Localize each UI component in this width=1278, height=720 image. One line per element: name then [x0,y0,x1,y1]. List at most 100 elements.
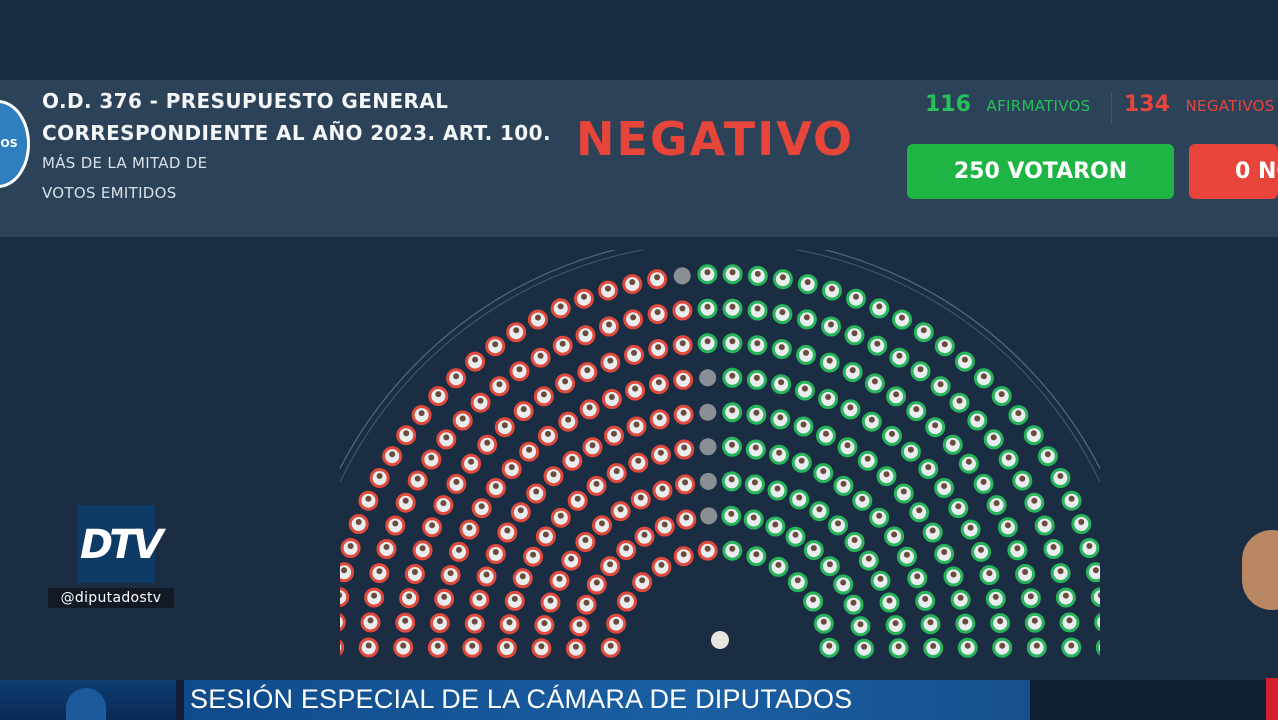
seat-absent [700,507,718,525]
seat-avatar [754,270,761,277]
seat-avatar [516,366,523,373]
seat-avatar [853,293,859,300]
seat-avatar [1050,544,1057,550]
seat-avatar [633,421,640,428]
seat-avatar [526,446,533,453]
seat-avatar [504,527,511,534]
seat-avatar [402,617,409,624]
seat-avatar [772,521,779,528]
chamber-guide-arc [340,250,1100,484]
seat-avatar [964,642,971,649]
seat-avatar [729,545,736,552]
seat-avatar [456,546,462,553]
seat-avatar [913,406,920,413]
seat-avatar [826,642,833,649]
seat-avatar [810,596,817,603]
seat-avatar [1019,475,1026,482]
seat-avatar [1057,473,1064,479]
chamber-logo-text: OS [0,136,18,150]
seat-avatar [506,619,513,626]
seat-avatar [582,537,589,543]
seat-avatar [753,374,760,381]
seat-avatar [816,506,823,513]
seat-avatar [340,592,343,598]
seat-avatar [914,573,921,580]
seat-avatar [681,444,688,451]
seat-avatar [820,468,827,475]
seat-avatar [605,285,611,292]
seat-avatar [679,305,686,312]
seat-avatar [513,327,520,334]
sign-interpreter [1242,530,1278,610]
seat-avatar [980,373,987,380]
seat-avatar [1014,545,1021,552]
seat-avatar [569,455,576,462]
seat-avatar [753,551,760,558]
seat-avatar [796,494,803,501]
seat-avatar [1078,519,1085,525]
seat-avatar [613,618,620,625]
seat-avatar [1030,430,1037,437]
ticker-edge-tab [1266,678,1278,720]
seat-avatar [857,621,864,628]
seat-avatar [729,303,736,310]
seat-avatar [562,378,569,385]
seat-avatar [937,381,944,388]
seat-avatar [778,344,785,351]
seat-avatar [403,430,410,437]
seat-avatar [844,442,851,449]
seat-avatar [925,464,932,471]
seat-avatar [680,374,687,381]
seat-avatar [533,488,540,495]
seat-avatar [997,618,1004,625]
seat-avatar [825,394,832,400]
seat-avatar [864,455,871,462]
seat-avatar [896,352,903,359]
seat-avatar [658,561,665,568]
seat-avatar [950,571,957,578]
seat-avatar [637,494,644,501]
not-voted-button[interactable]: 0 NO [1189,144,1278,199]
seat-avatar [535,314,541,321]
seat-avatar [639,577,646,584]
seat-avatar [574,495,581,502]
seat-avatar [443,434,450,441]
seat-president [711,631,729,649]
voted-button[interactable]: 250 VOTARON [907,144,1174,199]
seat-avatar [826,561,833,568]
seat-avatar [556,575,563,582]
seat-absent [699,472,717,490]
seat-avatar [754,305,761,312]
seat-avatar [680,409,687,416]
seat-avatar [655,379,662,386]
seat-negative [340,639,345,656]
seat-avatar [611,430,617,437]
seat-avatar [861,643,868,650]
seat-avatar [729,372,736,379]
seat-avatar [418,410,425,417]
seat-avatar [453,373,460,380]
seat-avatar [892,620,899,627]
seat-avatar [484,439,491,446]
negative-tally: 134 NEGATIVOS [1124,92,1278,117]
seat-avatar [895,643,902,650]
seat-avatar [774,485,781,492]
seat-avatar [517,507,524,514]
seat-avatar [998,391,1005,398]
seat-avatar [889,430,895,437]
chamber-guide-arc [340,250,1100,471]
seat-avatar [920,327,927,334]
seat-avatar [876,303,883,310]
seat-avatar [472,356,479,363]
seat-avatar [365,642,372,649]
seat-avatar [792,531,799,538]
seat-avatar [728,510,735,517]
seat-avatar [729,441,735,448]
seat-avatar [1033,642,1040,649]
seat-affirmative [1090,587,1100,608]
seat-avatar [683,514,690,521]
seat-avatar [886,597,893,604]
seat-avatar [826,357,833,364]
seat-avatar [508,464,515,471]
seat-avatar [367,617,374,624]
